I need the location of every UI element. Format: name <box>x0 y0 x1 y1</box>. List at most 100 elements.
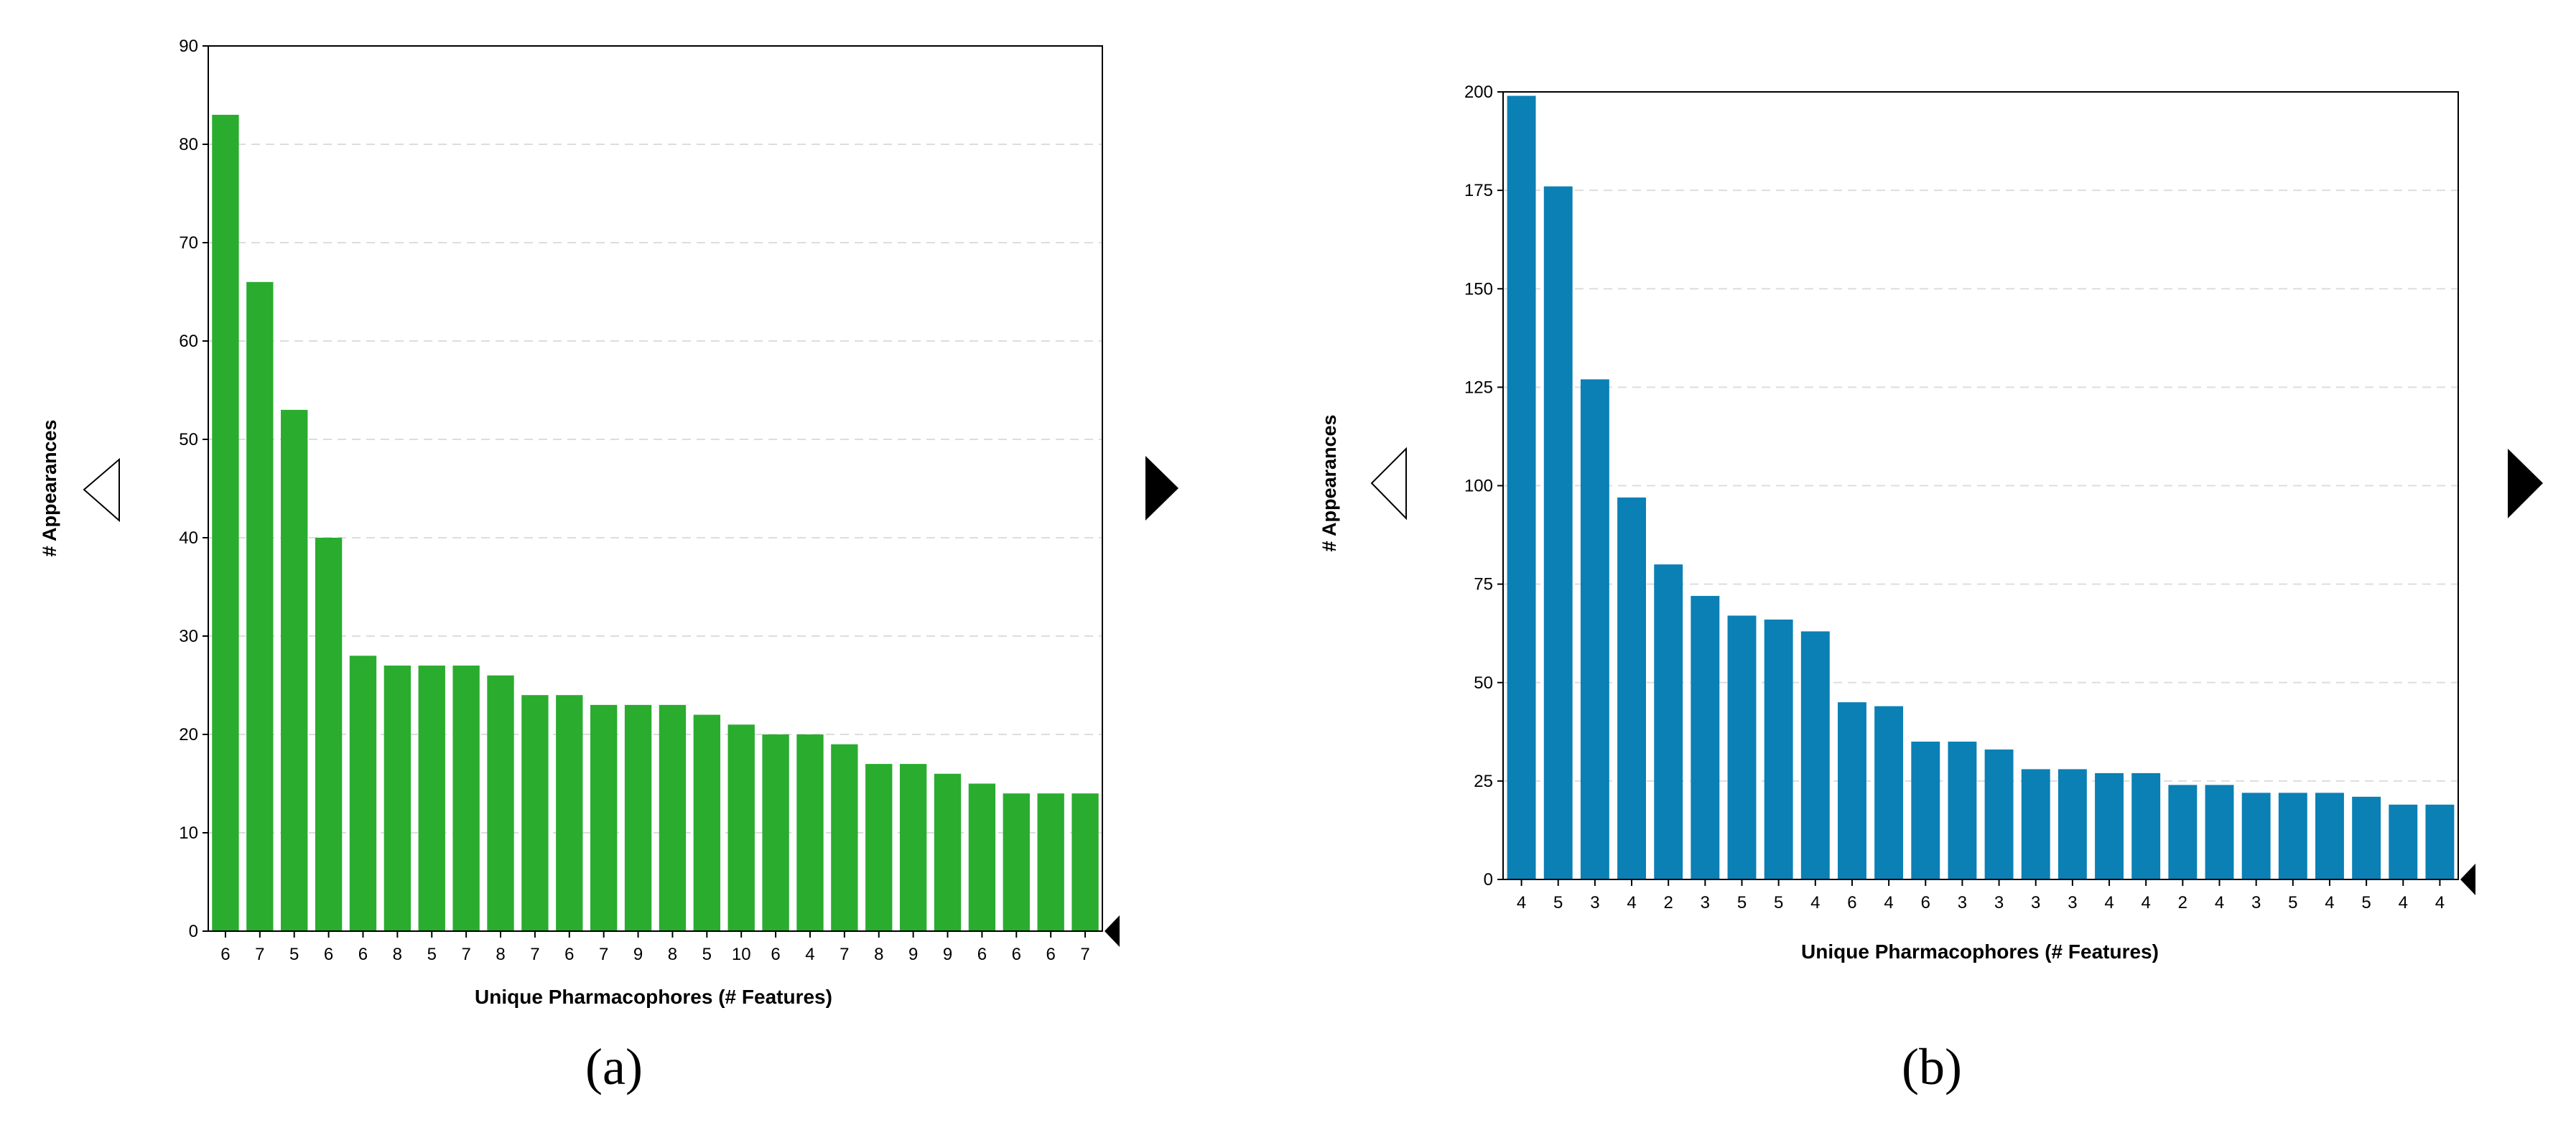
x-tick-label: 5 <box>702 945 712 964</box>
prev-chart-icon[interactable] <box>83 457 120 523</box>
y-tick-label: 150 <box>1464 279 1493 299</box>
x-tick-label: 3 <box>1994 893 2004 912</box>
x-tick-label: 4 <box>1627 893 1636 912</box>
bar <box>1071 793 1099 931</box>
y-tick-label: 30 <box>179 627 198 646</box>
bar <box>2315 793 2344 879</box>
next-chart-icon[interactable] <box>2508 449 2543 518</box>
x-tick-label: 7 <box>840 945 849 964</box>
panel-label-b: (b) <box>1902 1038 1962 1096</box>
bar <box>624 704 652 931</box>
bar <box>796 734 824 931</box>
x-tick-label: 4 <box>1884 893 1893 912</box>
bar <box>2205 785 2234 879</box>
bar <box>2131 772 2161 879</box>
panel-label-a: (a) <box>585 1038 643 1096</box>
x-tick-label: 6 <box>1847 893 1856 912</box>
x-tick-label: 8 <box>393 945 402 964</box>
y-tick-label: 70 <box>179 233 198 253</box>
axis-end-marker-icon <box>2460 864 2475 895</box>
y-tick-label: 20 <box>179 725 198 744</box>
bar <box>2057 769 2087 879</box>
bar <box>1800 631 1830 879</box>
x-tick-label: 6 <box>1046 945 1055 964</box>
x-axis-title-a: Unique Pharmacophores (# Features) <box>475 986 832 1008</box>
bar <box>1037 793 1064 931</box>
x-tick-label: 3 <box>1958 893 1967 912</box>
chart-panel-a: 0 10 20 30 40 50 60 70 80 90 6 7 5 6 6 8 5 7 8 7 6 7 9 8 5 10 6 4 7 8… <box>39 37 1178 1096</box>
bar <box>934 773 962 931</box>
x-tick-label: 3 <box>2031 893 2040 912</box>
bar <box>659 704 687 931</box>
x-tick-label: 6 <box>771 945 780 964</box>
bar <box>1764 619 1793 879</box>
x-tick-label: 6 <box>1012 945 1021 964</box>
x-tick-label: 3 <box>2251 893 2261 912</box>
x-tick-label: 5 <box>2361 893 2371 912</box>
y-tick-label: 50 <box>1474 673 1493 693</box>
bar-chart-a: 0 10 20 30 40 50 60 70 80 90 6 7 5 6 6 8 5 7 8 7 6 7 9 8 5 10 6 4 7 8… <box>179 37 1120 964</box>
x-tick-label: 10 <box>732 945 751 964</box>
bar <box>1507 95 1536 880</box>
bar <box>2241 793 2271 879</box>
x-tick-label: 5 <box>1553 893 1563 912</box>
bar <box>212 114 239 931</box>
y-tick-label: 125 <box>1464 378 1493 397</box>
bar <box>1003 793 1030 931</box>
y-tick-label: 10 <box>179 823 198 843</box>
x-tick-label: 4 <box>1810 893 1820 912</box>
bar <box>521 695 549 931</box>
y-tick-label: 75 <box>1474 575 1493 594</box>
x-tick-label: 4 <box>2104 893 2114 912</box>
x-tick-label: 4 <box>1517 893 1526 912</box>
bar <box>2278 793 2307 879</box>
bar <box>2389 804 2418 879</box>
bar <box>1838 702 1866 879</box>
x-tick-label: 7 <box>599 945 608 964</box>
bar <box>2168 785 2198 879</box>
x-axis-title-b: Unique Pharmacophores (# Features) <box>1801 940 2159 963</box>
plot-frame <box>208 45 1103 932</box>
x-tick-label: 7 <box>461 945 470 964</box>
bar <box>383 666 411 931</box>
x-tick-label: 5 <box>1737 893 1747 912</box>
x-tick-label: 2 <box>1664 893 1673 912</box>
x-tick-label: 4 <box>2399 893 2408 912</box>
bar <box>2425 804 2455 879</box>
bar <box>418 666 445 931</box>
x-tick-label: 6 <box>220 945 230 964</box>
x-tick-label: 7 <box>1080 945 1089 964</box>
x-tick-label: 6 <box>564 945 574 964</box>
x-tick-label: 6 <box>358 945 368 964</box>
y-tick-label: 175 <box>1464 181 1493 200</box>
bar <box>452 666 480 931</box>
next-chart-icon[interactable] <box>1145 456 1178 520</box>
bar <box>349 655 377 931</box>
bar <box>1543 186 1573 879</box>
bar <box>831 744 858 931</box>
bar <box>590 704 618 931</box>
bar <box>1654 564 1683 879</box>
x-tick-label: 6 <box>977 945 987 964</box>
x-tick-label: 4 <box>805 945 814 964</box>
y-axis-title-a: # Appearances <box>39 419 60 556</box>
bar <box>968 783 996 931</box>
bar <box>2095 772 2124 879</box>
bar <box>2021 769 2050 879</box>
x-tick-label: 9 <box>908 945 918 964</box>
bar <box>1691 596 1720 879</box>
y-tick-label: 0 <box>1484 870 1493 889</box>
y-tick-label: 0 <box>189 922 198 941</box>
bar <box>899 764 927 931</box>
bar <box>762 734 789 931</box>
bar <box>693 714 721 931</box>
bar <box>1727 615 1757 879</box>
bar <box>556 695 583 931</box>
bar <box>1911 742 1940 879</box>
prev-chart-icon[interactable] <box>1370 447 1407 520</box>
bar <box>1874 706 1904 879</box>
axis-end-marker-icon <box>1105 915 1120 947</box>
x-tick-label: 9 <box>633 945 643 964</box>
